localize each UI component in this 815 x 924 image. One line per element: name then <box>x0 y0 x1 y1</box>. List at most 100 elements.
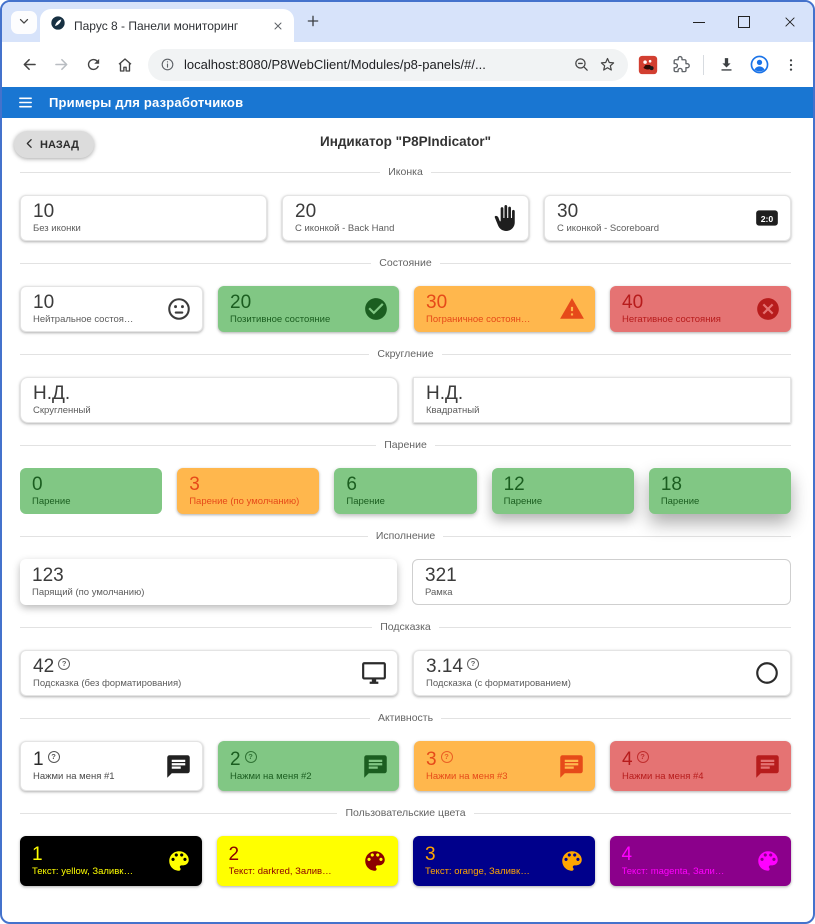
divider-line <box>20 717 370 719</box>
monitor-icon <box>361 660 387 686</box>
divider-line <box>20 262 372 264</box>
card-label: Парение <box>660 495 700 507</box>
window-minimize-button[interactable] <box>693 21 705 23</box>
chat-icon <box>362 753 389 780</box>
divider-line <box>430 171 791 173</box>
chat-icon <box>754 753 781 780</box>
section-title: Скругление <box>377 348 434 360</box>
indicator-card: 42? Подсказка (без форматирования) <box>20 650 398 696</box>
indicator-card: Н.Д. Скругленный <box>20 377 398 423</box>
indicator-card[interactable]: 1? Нажми на меня #1 <box>20 741 203 791</box>
card-value: 3.14? <box>426 656 748 677</box>
card-value: 4? <box>622 749 748 770</box>
cancel-icon <box>755 296 781 322</box>
card-value: 0 <box>32 473 43 495</box>
back-button[interactable]: НАЗАД <box>14 131 94 158</box>
extension-red-icon[interactable] <box>638 55 658 75</box>
window-close-button[interactable] <box>783 15 797 29</box>
downloads-icon[interactable] <box>717 55 736 74</box>
browser-menu-icon[interactable] <box>783 57 799 73</box>
card-text: 20 Позитивное состояние <box>230 292 357 326</box>
forward-nav-icon[interactable] <box>46 55 76 74</box>
tab-search-button[interactable] <box>11 11 37 34</box>
card-label: Позитивное состояние <box>230 313 331 325</box>
card-text: 4? Нажми на меня #4 <box>622 749 748 783</box>
section-divider: Скругление <box>20 348 791 360</box>
browser-toolbar: localhost:8080/P8WebClient/Modules/p8-pa… <box>2 42 813 87</box>
url-text[interactable]: localhost:8080/P8WebClient/Modules/p8-pa… <box>184 57 486 72</box>
card-value: 18 <box>660 473 682 495</box>
card-text: 20 С иконкой - Back Hand <box>295 201 486 235</box>
indicator-card: 10 Без иконки <box>20 195 267 241</box>
card-label: Парение <box>32 495 71 507</box>
card-label: Текст: orange, Заливка: darkblue <box>425 865 531 877</box>
section-divider: Состояние <box>20 257 791 269</box>
home-icon[interactable] <box>110 56 140 74</box>
section-divider: Иконка <box>20 166 791 178</box>
card-value: 3 <box>425 843 436 865</box>
browser-tab[interactable]: Парус 8 - Панели мониторинг <box>40 9 294 42</box>
card-row: 0 Парение 3 Парение (по умолчанию) 6 Парение 1… <box>20 468 792 514</box>
back-nav-icon[interactable] <box>14 55 44 74</box>
window-controls <box>693 15 797 29</box>
indicator-card: 0 Парение <box>20 468 163 514</box>
card-text: 40 Негативное состояния <box>622 292 749 326</box>
card-text: 12 Парение <box>504 474 624 508</box>
card-label: Нажми на меня #1 <box>33 770 115 782</box>
card-text: Н.Д. Квадратный <box>426 383 780 417</box>
help-icon: ? <box>636 750 649 763</box>
back-hand-icon <box>492 205 518 231</box>
card-label: Нажми на меня #4 <box>622 770 704 782</box>
toolbar-separator <box>703 54 704 75</box>
card-row: 10 Без иконки 20 С иконкой - Back Hand 30 С и… <box>20 195 791 241</box>
page-content: НАЗАД Индикатор "P8PIndicator" Иконка 10 Б… <box>2 118 813 886</box>
refresh-icon[interactable] <box>78 56 108 73</box>
palette-icon <box>362 848 388 874</box>
indicator-card[interactable]: 4? Нажми на меня #4 <box>610 741 791 791</box>
card-label: Нажми на меня #3 <box>426 770 508 782</box>
card-text: 3 Парение (по умолчанию) <box>189 474 309 508</box>
bookmark-star-icon[interactable] <box>599 56 616 73</box>
indicator-card: Н.Д. Квадратный <box>413 377 791 423</box>
address-bar[interactable]: localhost:8080/P8WebClient/Modules/p8-pa… <box>148 48 628 81</box>
card-text: 18 Парение <box>660 473 781 508</box>
indicator-card[interactable]: 3? Нажми на меня #3 <box>414 741 595 791</box>
card-label: Нейтральное состояние <box>33 313 138 325</box>
zoom-indicator-icon[interactable] <box>573 56 590 73</box>
tab-close-icon[interactable] <box>272 20 284 32</box>
card-text: 30 Пограничное состояние <box>426 292 553 326</box>
card-text: 2? Нажми на меня #2 <box>230 749 356 783</box>
card-value: 321 <box>425 564 457 586</box>
window-maximize-button[interactable] <box>738 16 750 28</box>
indicator-card: 40 Негативное состояния <box>610 286 791 332</box>
extensions-puzzle-icon[interactable] <box>671 55 690 74</box>
card-label: Подсказка (с форматированием) <box>426 677 571 689</box>
indicator-card: 30 С иконкой - Scoreboard 2:0 <box>544 195 791 241</box>
card-text: 42? Подсказка (без форматирования) <box>33 656 355 690</box>
profile-avatar-icon[interactable] <box>749 54 770 75</box>
card-value: 10 <box>33 200 55 222</box>
new-tab-button[interactable] <box>303 11 323 34</box>
section-title: Пользовательские цвета <box>345 807 466 819</box>
divider-line <box>20 171 381 173</box>
chevron-left-icon <box>23 137 36 153</box>
scoreboard-icon: 2:0 <box>754 205 780 231</box>
divider-line <box>20 626 373 628</box>
indicator-card: 18 Парение <box>648 468 792 514</box>
hamburger-menu-icon[interactable] <box>17 94 34 111</box>
chevron-down-icon <box>17 14 31 31</box>
card-label: Пограничное состояние <box>426 313 531 325</box>
section-title: Активность <box>377 712 434 724</box>
tab-title: Парус 8 - Панели мониторинг <box>74 18 239 33</box>
card-label: Нажми на меня #2 <box>230 770 312 782</box>
indicator-card[interactable]: 2? Нажми на меня #2 <box>218 741 399 791</box>
card-value: 2? <box>230 749 356 770</box>
site-info-icon[interactable] <box>160 57 175 72</box>
help-icon: ? <box>58 657 71 670</box>
